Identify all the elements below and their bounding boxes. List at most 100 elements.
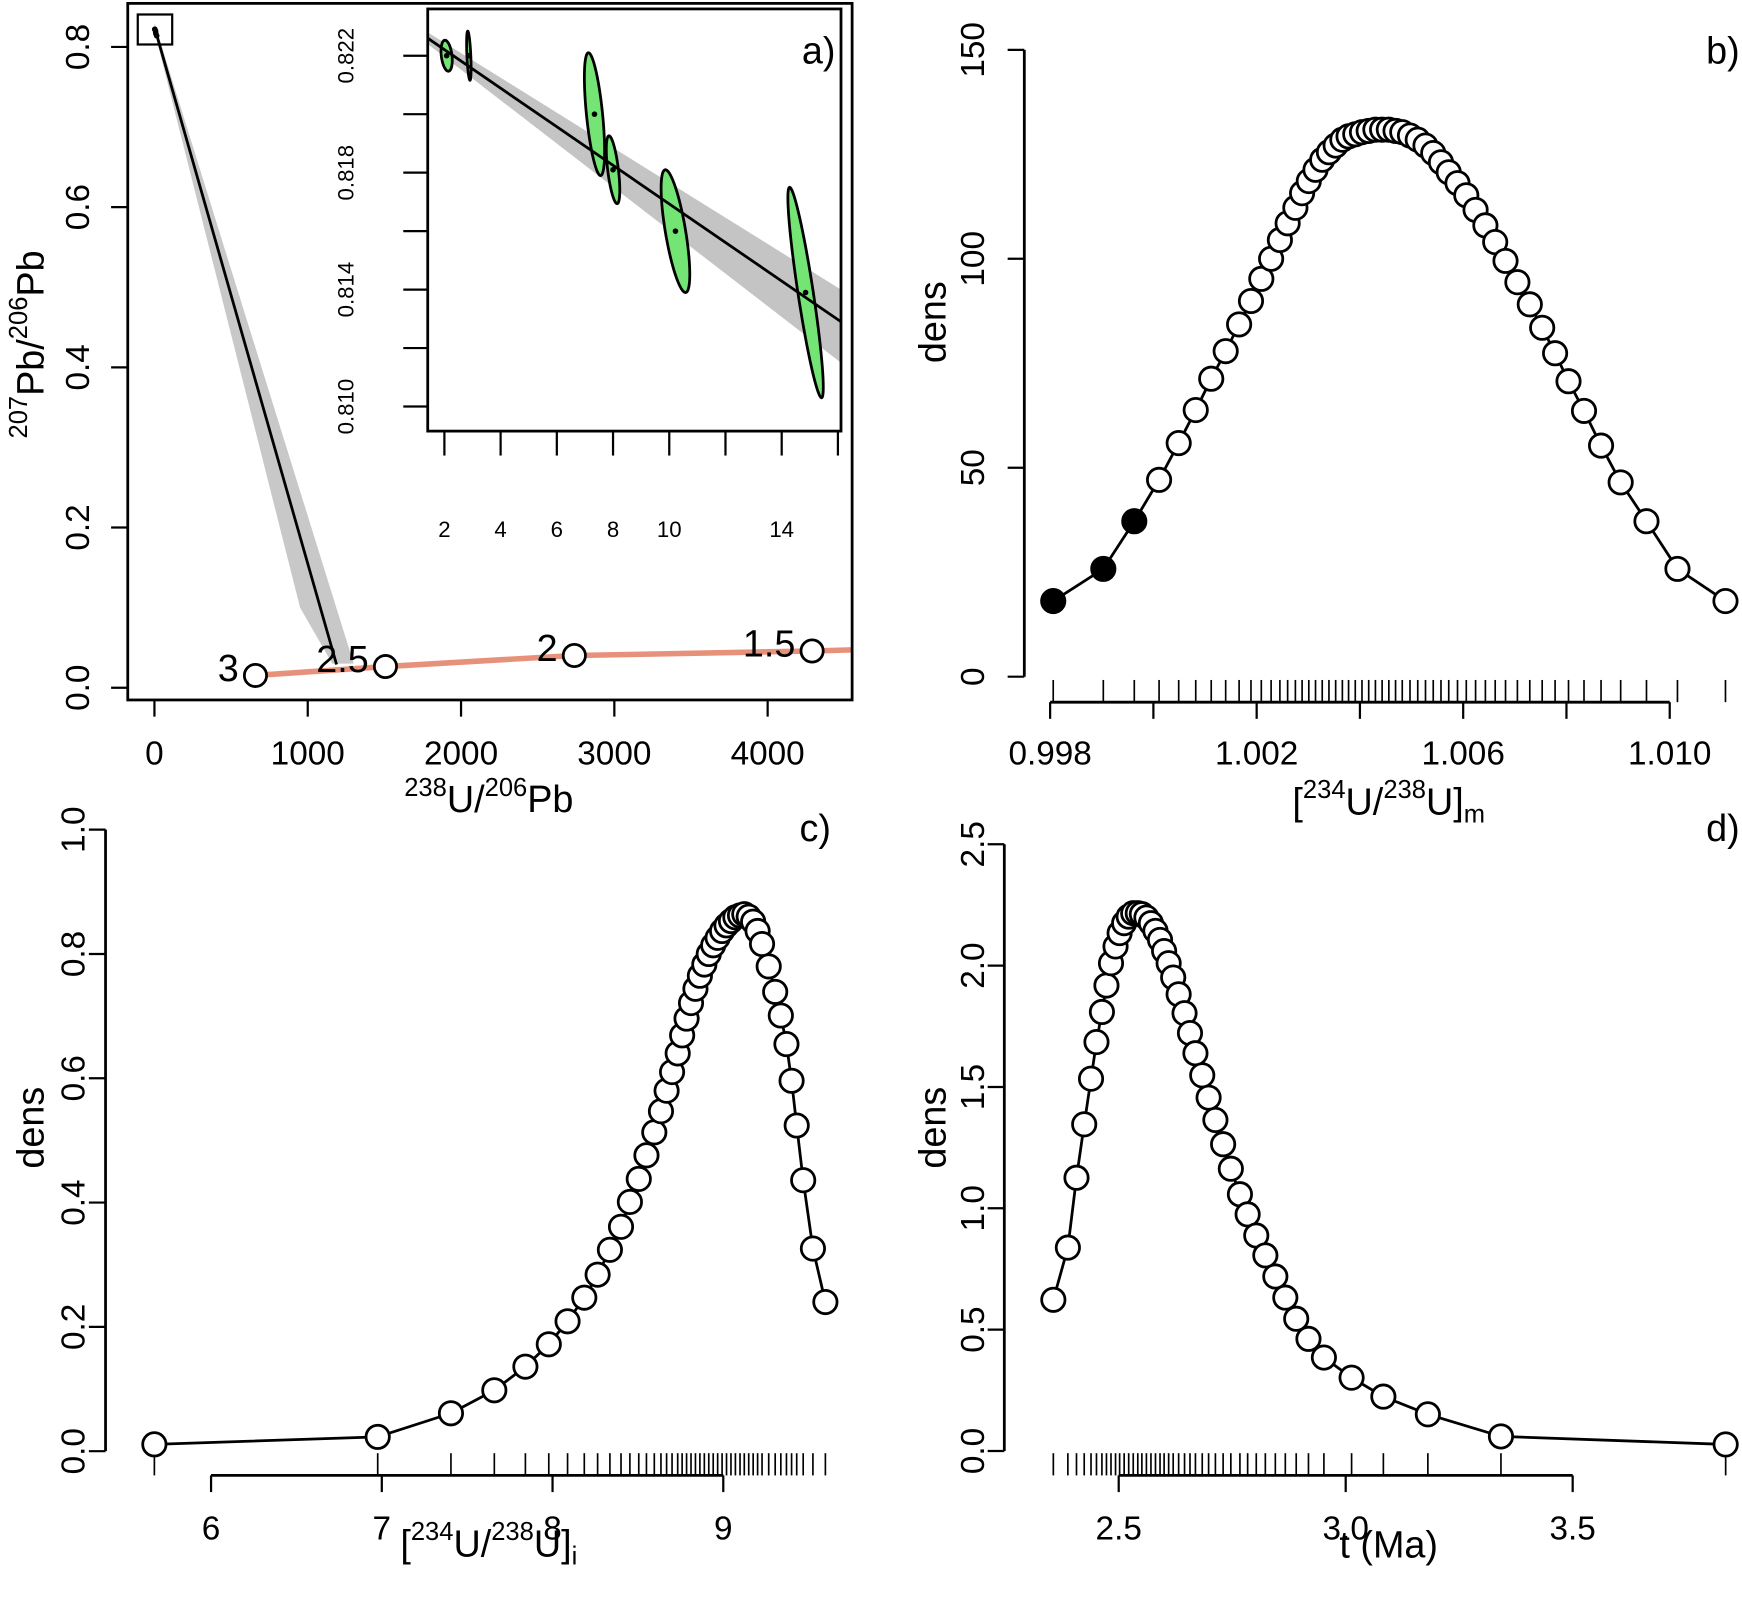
x-tick-label: 8 [543, 1511, 562, 1548]
y-tick-label: 0.8 [60, 24, 97, 70]
density-line [154, 912, 827, 1446]
density-point [812, 1288, 839, 1316]
density-point [1283, 1305, 1310, 1332]
density-point [1542, 340, 1569, 367]
y-tick-label: 0.6 [60, 184, 97, 230]
density-point [141, 1431, 168, 1458]
y-tick-label: 1.5 [955, 1064, 992, 1110]
x-axis-label: t (Ma) [1339, 1525, 1438, 1567]
y-tick-label: 0.4 [55, 1179, 92, 1225]
density-point [1492, 247, 1519, 274]
x-tick-label: 0 [145, 735, 164, 772]
y-axis-label: dens [912, 281, 954, 363]
density-point [596, 1236, 623, 1263]
x-tick-label: 4 [494, 517, 506, 542]
ellipse-center [672, 228, 679, 234]
density-point [1226, 311, 1253, 338]
density-point [1217, 1155, 1244, 1182]
age-marker [242, 662, 268, 688]
y-axis-label: dens [912, 1087, 954, 1169]
density-point [1529, 314, 1556, 341]
density-point [783, 1112, 810, 1139]
density-point [1664, 555, 1691, 582]
zoom-box [136, 13, 174, 46]
y-tick-label: 0.814 [334, 262, 359, 318]
y-tick-label: 100 [955, 231, 992, 287]
panel-label: c) [800, 808, 831, 850]
x-tick-label: 2 [438, 517, 450, 542]
density-point [1237, 287, 1265, 315]
y-tick-label: 0.0 [955, 1428, 992, 1474]
x-axis-label: [234U/238U]m [1292, 776, 1485, 828]
x-tick-label: 4000 [731, 735, 805, 772]
x-tick-label: 3.5 [1550, 1511, 1596, 1548]
x-axis-label: 238U/206Pb [404, 774, 573, 822]
density-point [1063, 1164, 1090, 1191]
density-point [1189, 1062, 1216, 1089]
density-point [1712, 1431, 1739, 1458]
density-point [1487, 1423, 1515, 1450]
density-point [364, 1423, 391, 1450]
plot-frame [126, 1, 854, 702]
density-point [1182, 397, 1209, 424]
x-tick-label: 1.006 [1421, 735, 1504, 772]
density-point [607, 1213, 635, 1240]
density-point [1370, 1383, 1397, 1410]
regression-line [426, 37, 842, 323]
density-point [799, 1235, 826, 1262]
density-point [1295, 1325, 1322, 1352]
panel-label: a) [802, 30, 836, 72]
y-tick-label: 1.0 [955, 1185, 992, 1231]
density-point [773, 1031, 800, 1058]
density-point [554, 1308, 581, 1335]
x-tick-label: 10 [657, 517, 682, 542]
y-tick-label: 0.8 [55, 931, 92, 977]
x-tick-label: 0.998 [1008, 735, 1091, 772]
y-tick-label: 0.810 [334, 379, 359, 435]
density-point [1054, 1234, 1081, 1261]
x-tick-label: 6 [551, 517, 563, 542]
density-line [1052, 911, 1726, 1446]
y-tick-label: 0.0 [55, 1428, 92, 1474]
age-label: 2 [537, 628, 558, 670]
density-point [535, 1331, 562, 1358]
x-tick-label: 1.002 [1215, 735, 1298, 772]
age-label: 3 [218, 648, 239, 690]
y-tick-label: 0.5 [955, 1306, 992, 1352]
density-point [1555, 368, 1582, 395]
y-tick-label: 2.5 [955, 821, 992, 867]
confidence-band [154, 22, 354, 664]
y-tick-label: 1.0 [55, 807, 92, 853]
x-axis-label: [234U/238U]i [400, 1518, 577, 1570]
ellipse-center [466, 52, 472, 59]
density-point [1088, 998, 1115, 1026]
ellipse-center [591, 111, 598, 117]
density-point [1570, 397, 1598, 424]
x-tick-label: 2000 [424, 735, 498, 772]
density-point [1198, 365, 1225, 392]
ellipse-center [443, 52, 450, 59]
y-tick-label: 0.4 [60, 344, 97, 390]
density-point [1338, 1364, 1365, 1391]
y-tick-label: 0.822 [334, 28, 359, 84]
density-point [755, 953, 782, 980]
ellipse-center [802, 289, 809, 296]
confidence-band [427, 32, 842, 363]
y-tick-label: 0.6 [55, 1055, 92, 1101]
age-marker [372, 654, 398, 680]
density-point [1587, 432, 1615, 459]
density-point [1165, 430, 1192, 457]
density-point [571, 1284, 598, 1311]
age-label: 2.5 [316, 639, 369, 681]
y-tick-label: 150 [955, 22, 992, 78]
density-point [778, 1067, 805, 1094]
density-point [1071, 1111, 1098, 1138]
density-point [1182, 1040, 1209, 1067]
density-point [616, 1188, 643, 1216]
x-tick-label: 9 [714, 1511, 733, 1548]
x-tick-label: 2.5 [1096, 1511, 1142, 1548]
density-point [1202, 1106, 1229, 1134]
density-point [790, 1167, 817, 1194]
y-axis-label: dens [10, 1087, 52, 1169]
